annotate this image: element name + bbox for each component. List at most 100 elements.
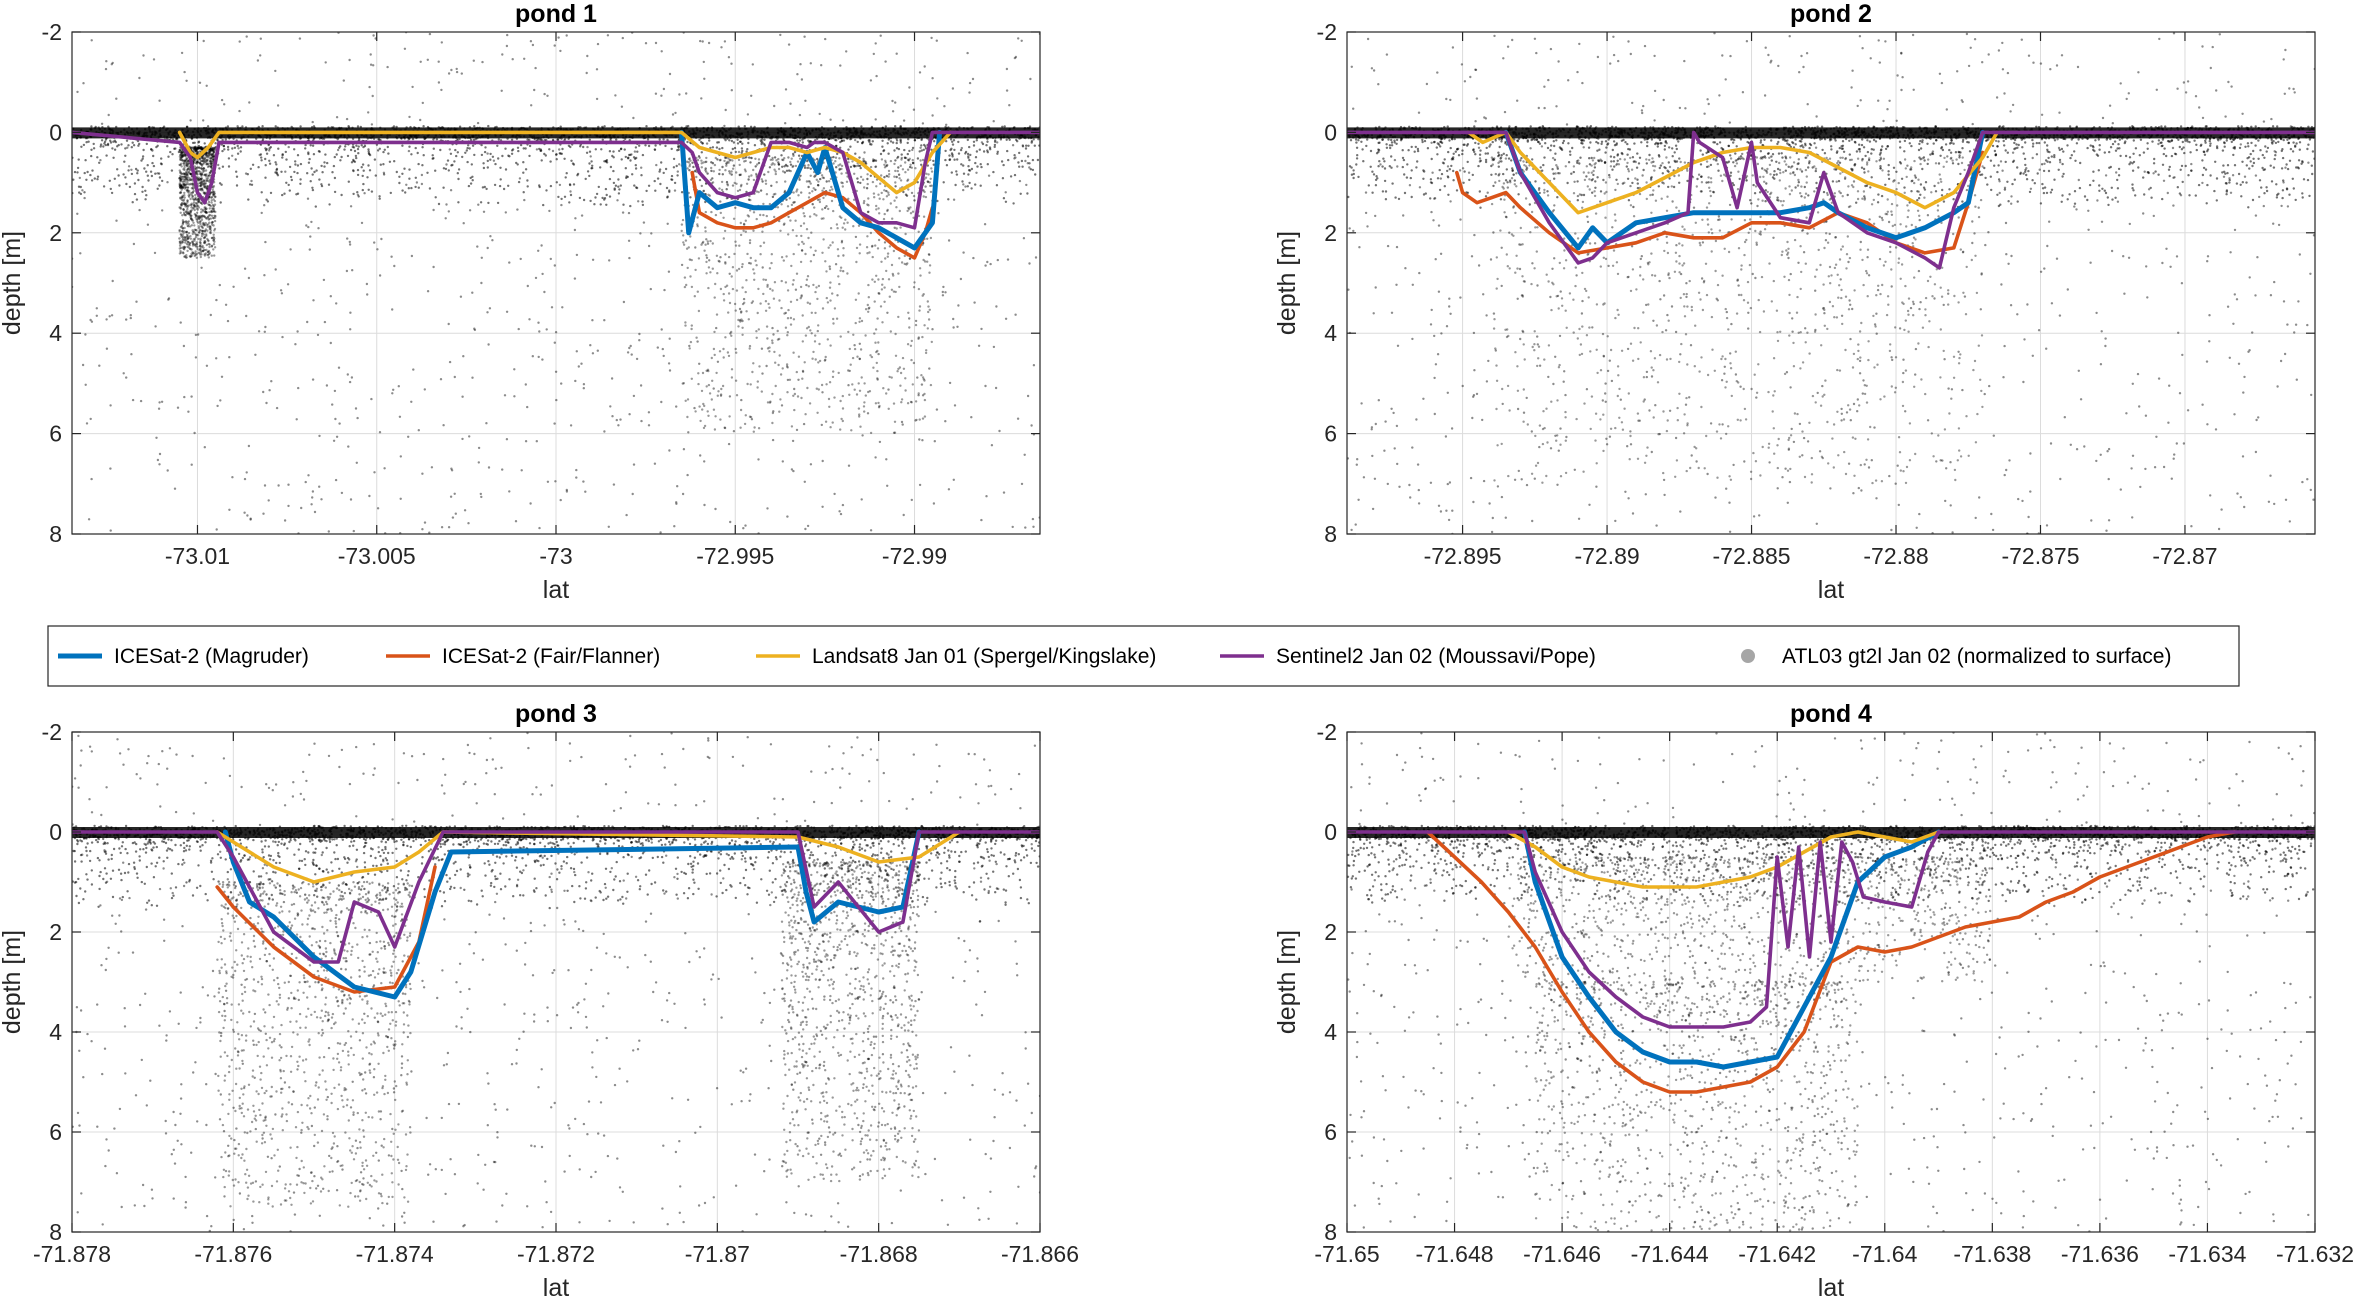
photon-point (734, 182, 736, 184)
photon-point (976, 150, 978, 152)
photon-point (368, 152, 370, 154)
photon-point (349, 243, 351, 245)
photon-point (265, 149, 267, 151)
photon-point (743, 160, 745, 162)
photon-point (157, 188, 159, 190)
photon-point (874, 456, 876, 458)
photon-point (957, 304, 959, 306)
photon-point (284, 171, 286, 173)
photon-point (1002, 177, 1004, 179)
photon-point (912, 147, 914, 149)
photon-point (99, 159, 101, 161)
photon-point (542, 204, 544, 206)
photon-point (1010, 175, 1012, 177)
photon-point (781, 404, 783, 406)
photon-point (929, 264, 931, 266)
photon-point (849, 348, 851, 350)
photon-point (100, 143, 102, 145)
photon-point (268, 160, 270, 162)
photon-point (824, 260, 826, 262)
photon-point (875, 165, 877, 167)
photon-point (827, 301, 829, 303)
photon-point (378, 195, 380, 197)
photon-point (655, 42, 657, 44)
photon-point (882, 387, 884, 389)
photon-point (326, 384, 328, 386)
photon-point (807, 186, 809, 188)
photon-point (473, 60, 475, 62)
photon-point (753, 272, 755, 274)
photon-point (733, 164, 735, 166)
photon-point (765, 279, 767, 281)
photon-point (849, 146, 851, 148)
photon-point (870, 166, 872, 168)
photon-point (250, 180, 252, 182)
photon-point (1020, 193, 1022, 195)
photon-point (953, 139, 955, 141)
photon-point (307, 198, 309, 200)
photon-point (699, 157, 701, 159)
photon-point (868, 307, 870, 309)
photon-point (812, 284, 814, 286)
photon-point (839, 400, 841, 402)
photon-point (317, 334, 319, 336)
photon-point (238, 110, 240, 112)
photon-point (807, 275, 809, 277)
photon-point (654, 180, 656, 182)
photon-point (727, 184, 729, 186)
photon-point (161, 401, 163, 403)
photon-point (160, 162, 162, 164)
photon-point (117, 174, 119, 176)
photon-point (90, 478, 92, 480)
photon-point (973, 141, 975, 143)
photon-point (79, 177, 81, 179)
photon-point (708, 384, 710, 386)
photon-point (617, 186, 619, 188)
photon-point (560, 204, 562, 206)
photon-point (779, 34, 781, 36)
photon-point (737, 325, 739, 327)
photon-point (333, 440, 335, 442)
photon-point (822, 238, 824, 240)
photon-point (741, 143, 743, 145)
photon-point (871, 278, 873, 280)
photon-point (275, 169, 277, 171)
photon-point (640, 384, 642, 386)
photon-point (801, 78, 803, 80)
photon-point (1026, 192, 1028, 194)
photon-point (415, 177, 417, 179)
photon-point (648, 185, 650, 187)
photon-point (829, 426, 831, 428)
photon-point (79, 252, 81, 254)
photon-point (448, 210, 450, 212)
photon-point (794, 393, 796, 395)
photon-point (712, 242, 714, 244)
photon-point (887, 209, 889, 211)
photon-point (635, 167, 637, 169)
photon-point (867, 391, 869, 393)
photon-point (832, 156, 834, 158)
photon-point (838, 510, 840, 512)
photon-point (534, 67, 536, 69)
photon-point (417, 163, 419, 165)
photon-point (556, 181, 558, 183)
photon-point (659, 531, 661, 533)
photon-point (867, 204, 869, 206)
photon-point (598, 186, 600, 188)
photon-point (896, 227, 898, 229)
photon-point (919, 274, 921, 276)
photon-point (810, 168, 812, 170)
photon-point (772, 196, 774, 198)
photon-point (155, 437, 157, 439)
photon-point (645, 125, 647, 127)
photon-point (684, 286, 686, 288)
photon-point (717, 390, 719, 392)
photon-point (773, 105, 775, 107)
photon-point (379, 198, 381, 200)
photon-point (85, 141, 87, 143)
photon-point (723, 299, 725, 301)
photon-point (192, 142, 194, 144)
photon-point (848, 465, 850, 467)
photon-point (214, 246, 216, 248)
photon-point (373, 241, 375, 243)
